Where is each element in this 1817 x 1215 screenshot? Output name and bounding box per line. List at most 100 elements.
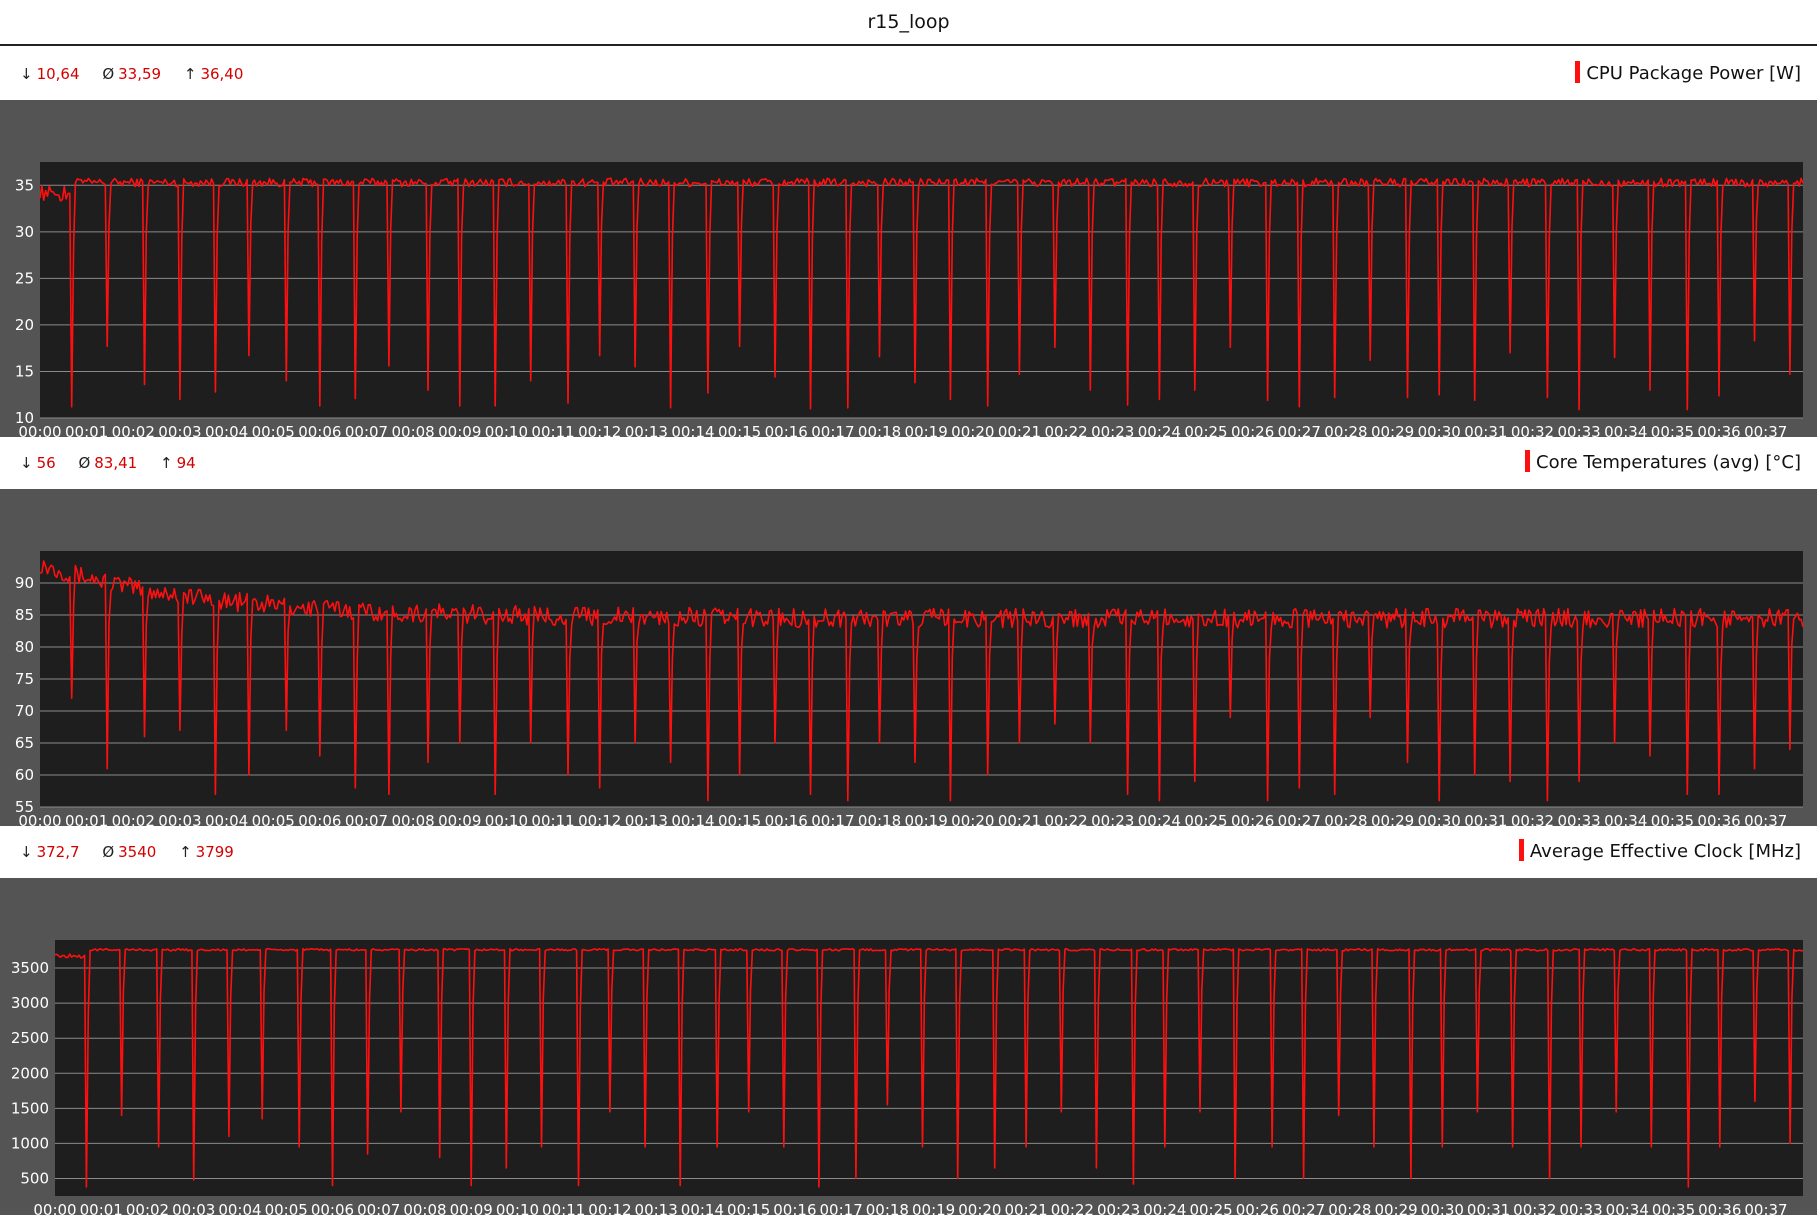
chart-panel-power: ↓ 10,64 Ø 33,59 ↑ 36,40 CPU Package Power [… (0, 48, 1817, 437)
x-tick-label: 00:32 (1511, 423, 1554, 437)
max-arrow-icon: ↑ (160, 454, 173, 472)
x-tick-label: 00:04 (205, 812, 248, 826)
x-tick-label: 00:33 (1558, 812, 1601, 826)
y-tick-label: 65 (15, 734, 34, 752)
chart-panel-temperature: ↓ 56 Ø 83,41 ↑ 94 Core Temperatures (avg) [… (0, 437, 1817, 826)
stat-max-value: 94 (176, 454, 196, 472)
x-tick-label: 00:16 (765, 423, 808, 437)
x-tick-label: 00:20 (951, 423, 994, 437)
x-tick-label: 00:12 (588, 1201, 631, 1215)
x-tick-label: 00:21 (998, 423, 1041, 437)
x-tick-label: 00:27 (1282, 1201, 1325, 1215)
chart-temperature-svg[interactable]: 55 60 65 70 75 80 85 90 00:00 00:01 00:02 00:03 00:0… (0, 489, 1817, 826)
x-tick-label: 00:07 (357, 1201, 400, 1215)
x-tick-label: 00:30 (1421, 1201, 1464, 1215)
x-tick-label: 00:37 (1744, 423, 1787, 437)
x-tick-label: 00:27 (1278, 812, 1321, 826)
series-name: Average Effective Clock [MHz] (1529, 841, 1801, 862)
x-tick-label: 00:36 (1697, 812, 1740, 826)
y-tick-label: 15 (15, 362, 34, 380)
x-tick-label: 00:05 (252, 812, 295, 826)
stats-row: ↓ 56 Ø 83,41 ↑ 94 (20, 437, 214, 489)
x-tick-label: 00:25 (1184, 423, 1227, 437)
x-tick-label: 00:13 (635, 1201, 678, 1215)
x-tick-label: 00:09 (450, 1201, 493, 1215)
x-tick-label: 00:34 (1606, 1201, 1649, 1215)
max-arrow-icon: ↑ (183, 65, 197, 83)
min-arrow-icon: ↓ (20, 65, 33, 83)
x-tick-label: 00:08 (392, 812, 435, 826)
legend-entry[interactable]: CPU Package Power [W] (1575, 48, 1801, 100)
x-tick-label: 00:22 (1044, 423, 1087, 437)
x-tick-label: 00:36 (1697, 423, 1740, 437)
x-tick-label: 00:14 (671, 423, 714, 437)
x-tick-label: 00:08 (392, 423, 435, 437)
x-tick-label: 00:16 (773, 1201, 816, 1215)
chart-power-svg[interactable]: 10 15 20 25 30 35 00:00 00:01 00:02 00:03 00:04 00:… (0, 100, 1817, 437)
legend-entry[interactable]: Core Temperatures (avg) [°C] (1525, 437, 1801, 489)
x-tick-label: 00:35 (1651, 423, 1694, 437)
chart-area: 10 15 20 25 30 35 00:00 00:01 00:02 00:03 00:04 00:… (0, 100, 1817, 437)
x-tick-label: 00:35 (1652, 1201, 1695, 1215)
y-tick-label: 55 (15, 798, 34, 816)
stat-max: ↑ 36,40 (184, 65, 244, 83)
stat-min-value: 372,7 (36, 843, 80, 861)
x-tick-label: 00:37 (1744, 1201, 1787, 1215)
x-tick-label: 00:03 (158, 812, 201, 826)
stat-min-value: 56 (36, 454, 56, 472)
x-tick-label: 00:01 (65, 423, 108, 437)
x-tick-label: 00:22 (1051, 1201, 1094, 1215)
x-tick-label: 00:17 (811, 423, 854, 437)
min-arrow-icon: ↓ (20, 843, 33, 861)
series-line (39, 177, 1804, 411)
x-tick-label: 00:04 (218, 1201, 261, 1215)
average-icon: Ø (102, 65, 115, 83)
panel-header: ↓ 56 Ø 83,41 ↑ 94 Core Temperatures (avg) [… (0, 437, 1817, 489)
x-tick-label: 00:37 (1744, 812, 1787, 826)
chart-area: 55 60 65 70 75 80 85 90 00:00 00:01 00:02 00:03 00:0… (0, 489, 1817, 826)
y-tick-label: 35 (15, 176, 34, 194)
plot-background (55, 940, 1803, 1196)
x-tick-label: 00:02 (126, 1201, 169, 1215)
y-tick-label: 80 (15, 638, 34, 656)
average-icon: Ø (78, 454, 91, 472)
x-tick-label: 00:14 (671, 812, 714, 826)
x-tick-label: 00:05 (265, 1201, 308, 1215)
x-tick-label: 00:31 (1467, 1201, 1510, 1215)
y-tick-label: 70 (15, 702, 34, 720)
y-tick-label: 3000 (11, 994, 49, 1012)
y-tick-label: 3500 (11, 959, 49, 977)
x-tick-label: 00:26 (1236, 1201, 1279, 1215)
x-tick-label: 00:28 (1324, 423, 1367, 437)
y-tick-label: 10 (15, 409, 34, 427)
stat-max-value: 36,40 (200, 65, 244, 83)
x-tick-label: 00:33 (1559, 1201, 1602, 1215)
stat-avg-value: 83,41 (94, 454, 138, 472)
x-tick-label: 00:34 (1604, 812, 1647, 826)
x-tick-label: 00:11 (531, 812, 574, 826)
x-tick-label: 00:18 (858, 812, 901, 826)
legend-swatch (1575, 61, 1581, 83)
legend-entry[interactable]: Average Effective Clock [MHz] (1518, 826, 1801, 878)
stat-min: ↓ 10,64 (20, 65, 80, 83)
x-tick-label: 00:23 (1091, 423, 1134, 437)
y-tick-label: 2000 (11, 1064, 49, 1082)
x-tick-label: 00:02 (112, 812, 155, 826)
x-tick-label: 00:13 (625, 812, 668, 826)
x-tick-label: 00:24 (1143, 1201, 1186, 1215)
x-tick-label: 00:01 (65, 812, 108, 826)
x-tick-label: 00:19 (912, 1201, 955, 1215)
y-tick-label: 1000 (11, 1134, 49, 1152)
y-tick-label: 25 (15, 269, 34, 287)
x-tick-label: 00:15 (718, 423, 761, 437)
x-tick-label: 00:15 (718, 812, 761, 826)
y-tick-label: 60 (15, 766, 34, 784)
stat-avg: Ø 33,59 (102, 65, 161, 83)
plot-background (40, 162, 1803, 418)
x-tick-label: 00:29 (1374, 1201, 1417, 1215)
chart-panel-clock: ↓ 372,7 Ø 3540 ↑ 3799 Average Effective Clo… (0, 826, 1817, 1215)
series-line (54, 948, 1803, 1188)
x-tick-label: 00:21 (998, 812, 1041, 826)
x-tick-label: 00:06 (298, 812, 341, 826)
